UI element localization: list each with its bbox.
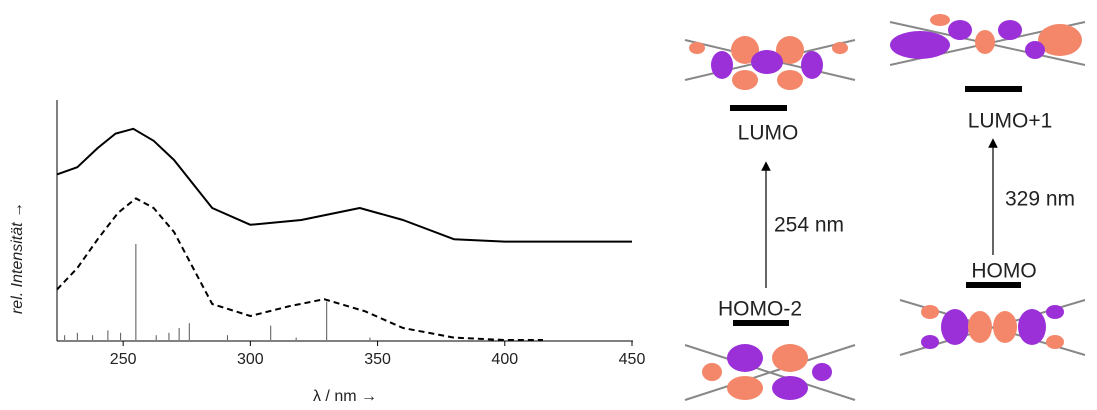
x-tick-label: 400 (491, 351, 518, 368)
x-tick-label: 350 (364, 351, 391, 368)
energy-level (730, 105, 787, 111)
orbital-lumo1 (890, 14, 1085, 65)
figure: λ / nm → rel. Intensität → 250 300 350 400 4… (0, 0, 1097, 410)
orbital-label: HOMO (971, 260, 1036, 283)
energy-level (965, 86, 1022, 92)
energy-level (733, 320, 789, 326)
orbital-homo (900, 300, 1085, 355)
x-tick-label: 450 (619, 351, 646, 368)
transition-label: 254 nm (774, 214, 844, 237)
x-tick-label: 250 (110, 351, 137, 368)
spectrum-plot: λ / nm → rel. Intensität → 250 300 350 400 4… (9, 100, 645, 405)
orbital-lumo (685, 36, 855, 90)
transition-label: 329 nm (1005, 188, 1075, 211)
energy-level (966, 282, 1021, 288)
line-series (57, 129, 632, 242)
y-axis-label: rel. Intensität → (9, 202, 26, 314)
orbital-label: LUMO (738, 122, 799, 145)
orbital-label: LUMO+1 (968, 110, 1053, 133)
orbital-homo2 (685, 344, 855, 400)
orbital-label: HOMO-2 (718, 298, 802, 321)
x-tick-label: 300 (237, 351, 264, 368)
x-axis-label: λ / nm → (313, 388, 377, 405)
